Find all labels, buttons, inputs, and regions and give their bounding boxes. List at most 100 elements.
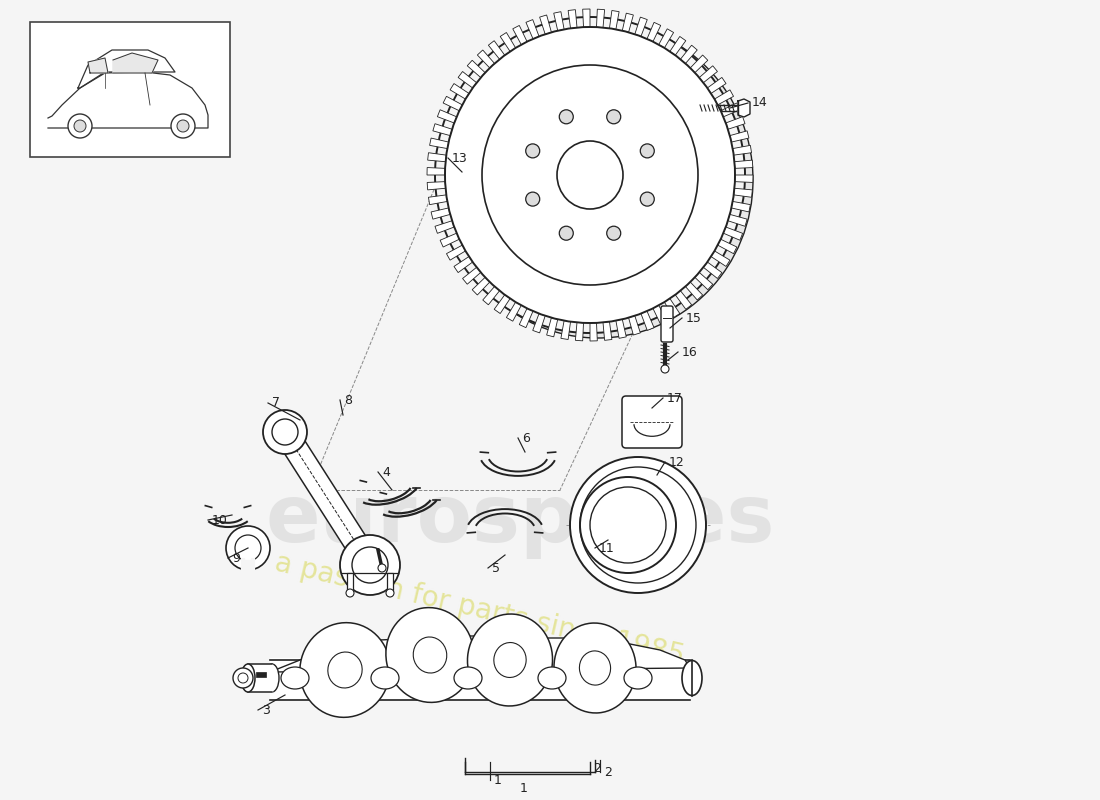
- Polygon shape: [724, 227, 743, 240]
- Circle shape: [233, 668, 253, 688]
- Polygon shape: [429, 195, 448, 205]
- Circle shape: [559, 110, 573, 124]
- Polygon shape: [664, 298, 680, 318]
- Ellipse shape: [454, 667, 482, 689]
- Ellipse shape: [624, 667, 652, 689]
- Ellipse shape: [580, 651, 611, 685]
- Circle shape: [386, 589, 394, 597]
- Polygon shape: [532, 314, 546, 333]
- Polygon shape: [506, 302, 521, 321]
- Polygon shape: [609, 10, 619, 30]
- Polygon shape: [270, 658, 690, 698]
- Polygon shape: [728, 214, 747, 226]
- Text: 15: 15: [686, 311, 702, 325]
- Circle shape: [352, 547, 388, 583]
- Bar: [346, 573, 353, 591]
- Circle shape: [235, 535, 261, 561]
- Circle shape: [640, 144, 654, 158]
- Bar: [30, 22, 230, 157]
- Polygon shape: [463, 267, 481, 284]
- Text: 16: 16: [682, 346, 697, 358]
- Ellipse shape: [554, 623, 636, 713]
- Polygon shape: [738, 99, 750, 117]
- Ellipse shape: [386, 608, 474, 702]
- Circle shape: [170, 114, 195, 138]
- Ellipse shape: [414, 637, 447, 673]
- Circle shape: [68, 114, 92, 138]
- Circle shape: [559, 226, 573, 240]
- Circle shape: [640, 192, 654, 206]
- Circle shape: [526, 192, 540, 206]
- Polygon shape: [735, 175, 754, 182]
- Polygon shape: [428, 153, 447, 162]
- Polygon shape: [717, 239, 737, 254]
- Circle shape: [346, 589, 354, 597]
- Polygon shape: [695, 272, 713, 290]
- Ellipse shape: [265, 664, 279, 692]
- Ellipse shape: [434, 17, 745, 333]
- Polygon shape: [450, 83, 469, 99]
- Polygon shape: [553, 12, 564, 30]
- Polygon shape: [270, 636, 690, 672]
- Polygon shape: [561, 321, 571, 339]
- Circle shape: [263, 410, 307, 454]
- Polygon shape: [707, 78, 726, 94]
- Ellipse shape: [280, 667, 309, 689]
- Text: 12: 12: [669, 455, 684, 469]
- Polygon shape: [243, 560, 253, 573]
- Polygon shape: [628, 316, 640, 335]
- Polygon shape: [454, 257, 473, 273]
- Polygon shape: [434, 221, 454, 234]
- Text: 7: 7: [272, 397, 280, 410]
- Polygon shape: [477, 50, 495, 68]
- Bar: [387, 573, 393, 591]
- Polygon shape: [438, 110, 456, 123]
- Bar: [256, 672, 266, 677]
- Text: 11: 11: [600, 542, 615, 554]
- Polygon shape: [675, 290, 692, 310]
- Polygon shape: [690, 55, 707, 73]
- Polygon shape: [659, 29, 673, 48]
- Polygon shape: [583, 9, 590, 27]
- Polygon shape: [483, 286, 499, 305]
- Polygon shape: [427, 167, 446, 175]
- Polygon shape: [734, 188, 752, 198]
- Polygon shape: [729, 131, 749, 142]
- Polygon shape: [703, 262, 722, 278]
- Polygon shape: [433, 124, 452, 136]
- Polygon shape: [575, 322, 583, 341]
- Text: 14: 14: [752, 97, 768, 110]
- Text: 8: 8: [344, 394, 352, 406]
- Ellipse shape: [538, 667, 566, 689]
- Circle shape: [238, 673, 248, 683]
- Text: 13: 13: [452, 151, 468, 165]
- Polygon shape: [500, 33, 516, 51]
- Circle shape: [378, 564, 386, 572]
- Polygon shape: [430, 138, 449, 149]
- Polygon shape: [113, 53, 158, 73]
- Circle shape: [526, 144, 540, 158]
- Polygon shape: [248, 664, 272, 692]
- Polygon shape: [431, 208, 450, 219]
- Circle shape: [570, 457, 706, 593]
- Polygon shape: [88, 58, 108, 73]
- Ellipse shape: [446, 27, 735, 323]
- Text: 9: 9: [232, 551, 240, 565]
- Polygon shape: [472, 278, 490, 295]
- Polygon shape: [733, 146, 751, 155]
- Polygon shape: [726, 117, 745, 130]
- Circle shape: [177, 120, 189, 132]
- Circle shape: [340, 535, 400, 595]
- Polygon shape: [641, 311, 654, 330]
- Polygon shape: [685, 282, 703, 300]
- Polygon shape: [732, 202, 750, 212]
- Circle shape: [661, 365, 669, 373]
- Circle shape: [226, 526, 270, 570]
- Text: a passion for parts since 1985: a passion for parts since 1985: [273, 549, 688, 671]
- Polygon shape: [427, 182, 446, 190]
- Polygon shape: [596, 9, 605, 27]
- FancyBboxPatch shape: [661, 306, 673, 342]
- Ellipse shape: [468, 614, 552, 706]
- Polygon shape: [526, 19, 539, 39]
- Ellipse shape: [371, 667, 399, 689]
